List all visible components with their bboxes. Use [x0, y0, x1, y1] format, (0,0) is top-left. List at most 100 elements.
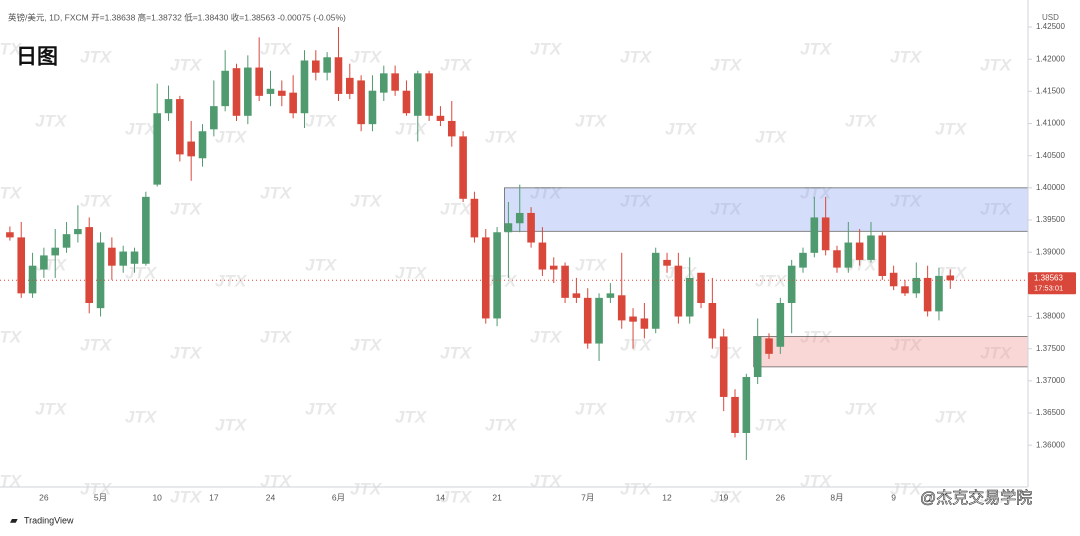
candle-body [504, 223, 513, 233]
candle-body [663, 259, 671, 266]
watermark: JTX [665, 119, 698, 138]
watermark: JTX [80, 47, 113, 66]
watermark: JTX [890, 47, 923, 66]
candle-body [821, 217, 830, 251]
candle-body [232, 68, 241, 116]
candle-body [323, 57, 331, 73]
candle-body [617, 295, 626, 321]
candle-body [515, 212, 524, 224]
watermark: JTX [350, 47, 383, 66]
x-tick-label: 14 [436, 492, 446, 502]
watermark: JTX [845, 111, 878, 130]
watermark: JTX [0, 327, 23, 346]
y-tick-label: 1.40000 [1036, 183, 1065, 192]
watermark: JTX [170, 487, 203, 506]
watermark: JTX [125, 263, 158, 282]
watermark: JTX [935, 407, 968, 426]
candle-body [425, 73, 433, 116]
watermark: JTX [440, 487, 473, 506]
watermark: JTX [800, 183, 833, 202]
watermark: JTX [800, 327, 833, 346]
x-tick-label: 10 [152, 492, 162, 502]
candle-body [946, 275, 955, 281]
watermark: JTX [485, 127, 518, 146]
candle-body [300, 60, 309, 114]
watermark: JTX [350, 479, 383, 498]
candle-body [289, 92, 297, 114]
watermark: JTX [890, 335, 923, 354]
watermark: JTX [980, 343, 1013, 362]
candle-body [549, 265, 558, 270]
candle-body [176, 99, 184, 155]
candle-body [459, 136, 467, 199]
candle-body [708, 303, 717, 339]
watermark: JTX [260, 183, 293, 202]
x-tick-label: 7月 [581, 492, 594, 502]
candle-body [119, 251, 127, 266]
candle-body [787, 265, 796, 304]
countdown: 17:53:01 [1034, 283, 1063, 292]
watermark: JTX [35, 255, 68, 274]
zone [753, 336, 1029, 368]
candle-body [17, 237, 26, 294]
plot [6, 27, 1029, 460]
candle-body [346, 77, 354, 94]
candle-body [833, 250, 841, 268]
candle-body [334, 57, 343, 94]
watermark: JTX [35, 399, 68, 418]
watermark: JTX [350, 191, 383, 210]
x-tick-label: 26 [39, 492, 49, 502]
x-tick-label: 9 [891, 492, 896, 502]
y-axis-unit: USD [1042, 13, 1059, 22]
candle-body [379, 73, 388, 93]
candle-body [51, 247, 60, 256]
candle-body [402, 90, 411, 114]
watermark: JTX [845, 255, 878, 274]
x-tick-label: 24 [266, 492, 276, 502]
branding-logo: ▰ [10, 516, 18, 527]
watermark: JTX [440, 55, 473, 74]
watermark: JTX [575, 399, 608, 418]
candle-body [753, 336, 762, 377]
x-tick-label: 8月 [830, 492, 843, 502]
candle-body [244, 67, 252, 116]
watermark: JTX [80, 191, 113, 210]
watermark: JTX [35, 111, 68, 130]
credit: @杰克交易学院 [920, 489, 1032, 507]
y-tick-label: 1.37000 [1036, 376, 1065, 385]
candle-body [742, 376, 751, 433]
candle-body [572, 293, 581, 298]
y-tick-label: 1.37500 [1036, 344, 1065, 353]
branding: TradingView [24, 515, 74, 525]
watermark: JTX [170, 199, 203, 218]
candle-body [810, 217, 819, 253]
candle-body [108, 247, 116, 266]
candle-body [901, 286, 909, 294]
candle-body [719, 336, 728, 397]
candle-body [413, 73, 422, 116]
chart-title: 日图 [16, 46, 58, 69]
watermark: JTX [485, 271, 518, 290]
candle-body [867, 235, 875, 260]
candle-body [142, 196, 150, 264]
watermark: JTX [485, 415, 518, 434]
candle-body [62, 234, 71, 248]
watermark: JTX [0, 39, 23, 58]
candle-body [470, 198, 479, 238]
watermark: JTX [890, 479, 923, 498]
watermark: JTX [935, 119, 968, 138]
watermark: JTX [575, 111, 608, 130]
candle-body [493, 232, 501, 319]
candle-body [28, 265, 37, 294]
candle-body [731, 396, 739, 433]
candle-body [40, 255, 48, 270]
candle-body [266, 88, 275, 94]
candle-body [368, 90, 377, 125]
candle-body [640, 318, 649, 329]
watermark: JTX [755, 271, 788, 290]
x-tick-label: 12 [662, 492, 672, 502]
candle-body [436, 115, 445, 121]
candle-body [6, 232, 14, 238]
watermark: JTX [800, 471, 833, 490]
watermark: JTX [395, 407, 428, 426]
